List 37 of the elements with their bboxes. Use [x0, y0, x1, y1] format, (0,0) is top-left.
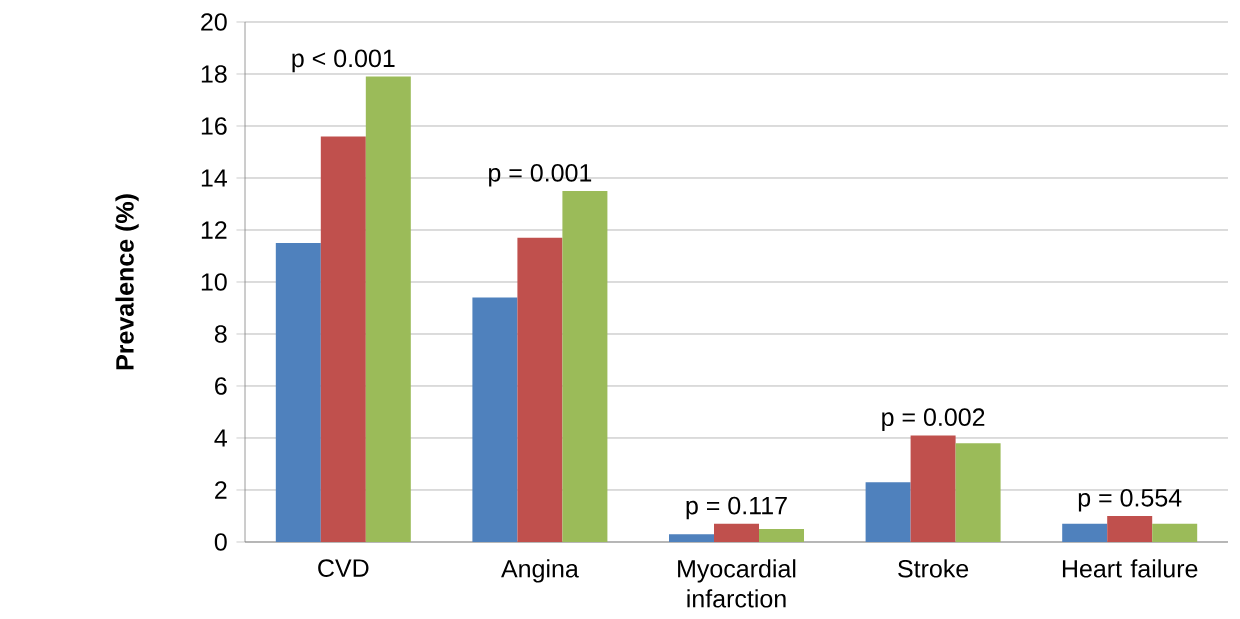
x-tick-label: Heart failure	[1062, 559, 1198, 578]
y-tick-label: 20	[201, 13, 227, 31]
y-tick-label: 16	[201, 117, 227, 135]
annotation: p = 0.117	[686, 496, 787, 520]
x-tick-label: Myocardial infarction	[678, 559, 796, 608]
bar	[714, 523, 759, 542]
bar	[472, 297, 518, 542]
y-tick-label: 10	[201, 273, 227, 291]
bar	[669, 534, 715, 542]
bar	[1062, 523, 1108, 542]
y-tick-label: 0	[214, 533, 227, 551]
annotation: p < 0.001	[292, 49, 395, 73]
y-tick-label: 2	[215, 481, 227, 499]
bar	[365, 76, 411, 542]
bar	[275, 242, 321, 542]
bar	[955, 443, 1001, 542]
y-tick-label: 8	[214, 325, 227, 343]
y-tick-label: 6	[215, 377, 227, 395]
y-tick-label: 18	[201, 65, 227, 83]
bar	[865, 482, 911, 542]
annotation: p = 0.001	[489, 163, 592, 187]
bar	[517, 237, 563, 542]
y-tick-label: 4	[214, 429, 228, 447]
bar	[1152, 523, 1198, 542]
annotation: p = 0.002	[882, 408, 985, 431]
x-tick-label: Stroke	[898, 559, 969, 578]
x-tick-label: CVD	[318, 559, 369, 577]
bar	[1107, 515, 1153, 542]
y-axis-title: Prevalence (%)	[115, 194, 139, 370]
bar	[562, 190, 608, 542]
bar	[759, 528, 805, 542]
annotation: p = 0.554	[1078, 488, 1182, 512]
bar	[320, 136, 366, 542]
y-tick-label: 12	[201, 221, 227, 239]
y-tick-label: 14	[201, 169, 228, 187]
bar	[910, 435, 956, 542]
x-tick-label: Angina	[501, 559, 579, 583]
